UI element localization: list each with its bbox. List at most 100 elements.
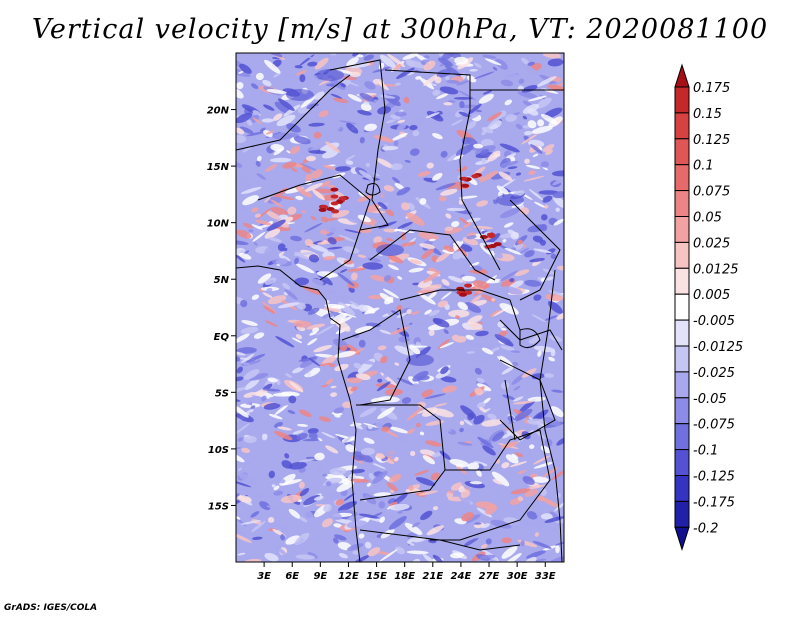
field-blob xyxy=(379,292,394,303)
field-blob xyxy=(342,246,360,254)
field-blob xyxy=(402,53,418,60)
field-blob xyxy=(291,167,298,173)
field-blob xyxy=(317,53,334,57)
map-panel xyxy=(235,52,565,563)
field-blob xyxy=(287,409,296,415)
field-blob xyxy=(527,61,535,66)
field-blob xyxy=(410,116,425,126)
field-blob xyxy=(466,120,477,130)
field-blob xyxy=(547,84,564,92)
field-blob xyxy=(323,164,336,170)
field-blob xyxy=(420,510,433,521)
field-blob xyxy=(522,115,528,120)
field-blob xyxy=(389,489,395,494)
field-blob xyxy=(339,268,348,273)
field-blob xyxy=(258,255,276,262)
field-blob xyxy=(432,89,441,96)
colorbar-level-label: -0.0125 xyxy=(693,340,743,355)
field-blob xyxy=(236,366,243,374)
field-blob xyxy=(236,528,247,537)
field-blob xyxy=(544,204,549,209)
field-blob xyxy=(441,279,450,286)
field-blob xyxy=(540,223,548,232)
field-blob xyxy=(394,111,407,117)
field-blob xyxy=(457,441,473,446)
field-blob xyxy=(334,363,349,372)
field-blob xyxy=(372,525,380,531)
field-blob xyxy=(440,150,448,158)
field-blob xyxy=(255,388,268,397)
field-blob xyxy=(313,344,333,353)
field-blob xyxy=(437,339,450,350)
field-blob xyxy=(363,437,375,444)
field-blob xyxy=(451,221,460,228)
field-blob xyxy=(273,430,293,441)
field-blob xyxy=(308,432,318,440)
field-blob xyxy=(294,532,310,546)
field-blob xyxy=(521,368,537,378)
field-blob xyxy=(295,554,315,560)
field-blob xyxy=(289,381,304,393)
colorbar-swatch xyxy=(674,112,690,140)
field-blob xyxy=(253,242,258,246)
field-blob xyxy=(312,327,320,333)
field-blob xyxy=(297,506,314,519)
field-blob xyxy=(509,278,515,283)
field-blob xyxy=(515,172,522,176)
field-blob xyxy=(373,492,391,497)
field-blob xyxy=(443,245,455,253)
field-blob xyxy=(237,176,254,183)
field-blob xyxy=(262,292,273,298)
field-blob xyxy=(251,294,260,300)
field-blob xyxy=(480,139,494,147)
field-blob xyxy=(364,541,372,549)
field-blob xyxy=(391,310,399,316)
field-blob xyxy=(333,523,342,528)
field-blob xyxy=(414,469,429,476)
field-blob xyxy=(451,334,467,343)
field-blob xyxy=(257,273,272,284)
field-blob xyxy=(338,53,350,60)
field-blob xyxy=(264,59,281,74)
field-blob xyxy=(426,110,444,122)
field-blob xyxy=(280,534,286,541)
field-blob xyxy=(421,248,435,260)
field-blob xyxy=(380,356,388,364)
field-blob xyxy=(524,556,537,562)
field-blob xyxy=(373,236,383,244)
field-blob xyxy=(294,136,311,145)
colorbar-top-arrow xyxy=(674,63,690,88)
field-blob xyxy=(542,195,553,203)
field-blob xyxy=(265,130,275,135)
field-blob xyxy=(548,116,563,128)
field-blob xyxy=(474,522,482,525)
field-blob xyxy=(372,172,380,177)
field-blob xyxy=(480,544,488,549)
field-blob xyxy=(545,293,564,302)
field-blob xyxy=(307,428,319,434)
field-blob xyxy=(518,78,525,84)
field-blob xyxy=(314,105,324,111)
colorbar-swatch xyxy=(674,241,690,269)
field-blob xyxy=(337,272,355,287)
field-blob xyxy=(418,292,436,305)
field-blob xyxy=(536,97,552,109)
field-blob xyxy=(270,199,283,208)
field-blob xyxy=(326,184,336,189)
field-blob xyxy=(288,395,297,404)
field-blob xyxy=(246,131,265,137)
field-blob xyxy=(397,221,413,230)
field-blob xyxy=(501,545,518,559)
field-blob xyxy=(383,274,392,282)
field-blob xyxy=(540,513,553,520)
field-blob xyxy=(354,358,375,365)
field-blob xyxy=(314,452,325,461)
field-blob xyxy=(440,376,457,383)
field-blob xyxy=(309,331,317,336)
field-blob xyxy=(511,453,519,459)
field-blob xyxy=(282,282,291,290)
field-blob xyxy=(276,258,288,265)
field-blob xyxy=(236,423,250,436)
field-blob xyxy=(499,143,520,153)
field-blob xyxy=(356,194,374,202)
